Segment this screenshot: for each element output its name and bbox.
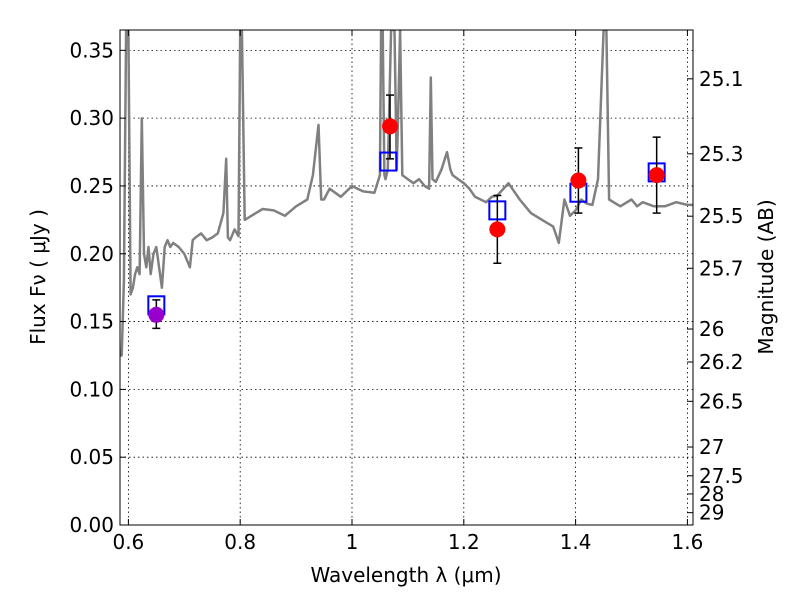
observed-photometry-point (382, 118, 399, 135)
y-tick-label: 0.10 (69, 377, 114, 401)
plot-frame (119, 29, 694, 526)
observed-photometry-point (489, 221, 506, 238)
y2-tick-label: 27 (699, 435, 724, 459)
y2-tick-label: 25.1 (699, 67, 744, 91)
y-tick-label: 0.00 (69, 513, 114, 537)
y-tick-label: 0.15 (69, 310, 114, 334)
x-tick-label: 1.2 (448, 530, 480, 554)
y-tick-label: 0.25 (69, 174, 114, 198)
x-axis-label: Wavelength λ (μm) (310, 563, 501, 587)
axis-ticks: 0.6 0.8 1 1.2 1.4 1.6 0.00 0.05 0.10 0.15 0.20 0.25… (69, 30, 744, 554)
y-axis-label: Flux Fν ( μJy ) (26, 209, 50, 345)
y-tick-label: 0.30 (69, 106, 114, 130)
x-tick-label: 1.4 (560, 530, 592, 554)
observed-photometry-point (148, 306, 165, 323)
observed-photometry-point (570, 172, 587, 189)
x-tick-label: 0.6 (112, 530, 144, 554)
observed-photometry-point (648, 167, 665, 184)
y-tick-label: 0.20 (69, 242, 114, 266)
y-tick-label: 0.05 (69, 445, 114, 469)
x-tick-label: 1.6 (672, 530, 704, 554)
y2-tick-label: 27.5 (699, 464, 744, 488)
y2-tick-label: 28 (699, 482, 724, 506)
plot-area (120, 30, 693, 357)
y2-tick-label: 25.3 (699, 142, 744, 166)
x-tick-label: 0.8 (224, 530, 256, 554)
y2-tick-label: 26 (699, 317, 724, 341)
x-tick-label: 1 (346, 530, 359, 554)
y2-tick-label: 25.7 (699, 256, 744, 280)
y2-tick-label: 26.5 (699, 389, 744, 413)
y2-tick-label: 29 (699, 501, 724, 525)
y2-tick-label: 26.2 (699, 350, 744, 374)
model-photometry-square (379, 151, 398, 172)
y2-axis-label: Magnitude (AB) (754, 199, 778, 354)
y2-tick-label: 25.5 (699, 204, 744, 228)
model-spectrum-line (120, 30, 693, 357)
y-tick-label: 0.35 (69, 38, 114, 62)
